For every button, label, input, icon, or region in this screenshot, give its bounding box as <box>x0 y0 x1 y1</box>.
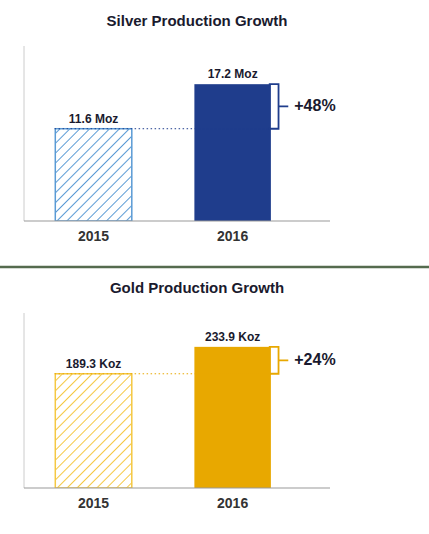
x-axis-line <box>24 488 330 489</box>
x-tick-label: 2015 <box>78 228 109 244</box>
x-tick-label: 2016 <box>217 228 248 244</box>
data-label: 11.6 Moz <box>69 112 118 126</box>
y-axis-line <box>24 46 25 221</box>
bars <box>55 347 271 488</box>
x-axis-line <box>24 221 330 222</box>
y-axis-line <box>24 313 25 488</box>
data-label: 189.3 Koz <box>66 357 121 371</box>
panel: Gold Production Growth 2015 2016 189.3 Koz 2… <box>24 279 336 511</box>
x-tick-label: 2015 <box>78 495 109 511</box>
chart-root: Silver Production Growth 2015 2016 11.6 Moz… <box>0 0 429 534</box>
growth-bracket <box>269 347 288 374</box>
data-label: 233.9 Koz <box>205 330 260 344</box>
growth-label: +48% <box>294 97 335 114</box>
panel: Silver Production Growth 2015 2016 11.6 Moz… <box>24 12 336 244</box>
chart-title: Silver Production Growth <box>107 12 288 29</box>
separator <box>0 266 429 269</box>
bar <box>194 84 270 221</box>
growth-label: +24% <box>294 351 335 368</box>
bar <box>194 347 270 488</box>
bars <box>55 84 271 221</box>
reference-line <box>55 128 271 129</box>
chart-title: Gold Production Growth <box>110 279 284 296</box>
bar <box>55 374 132 488</box>
x-tick-label: 2016 <box>217 495 248 511</box>
data-label: 17.2 Moz <box>208 67 258 81</box>
bar <box>55 129 132 221</box>
reference-line <box>55 373 271 374</box>
growth-bracket <box>269 84 288 129</box>
